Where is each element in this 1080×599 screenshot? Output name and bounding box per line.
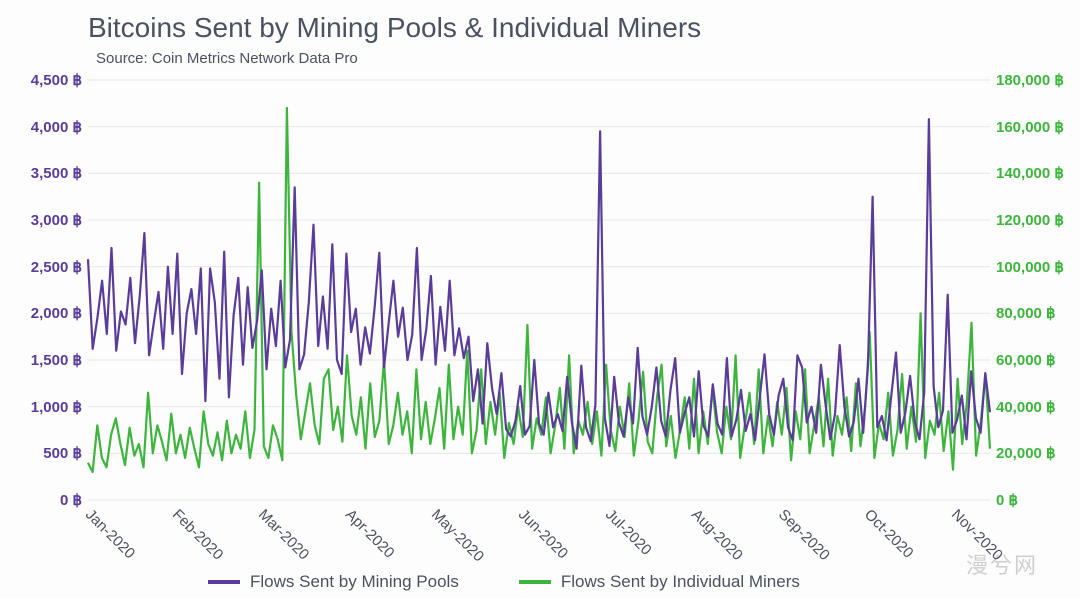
chart-plot-area bbox=[88, 80, 990, 500]
y-right-tick: 0 ฿ bbox=[996, 491, 1018, 509]
x-tick: Oct-2020 bbox=[861, 506, 917, 562]
y-right-tick: 60,000 ฿ bbox=[996, 351, 1056, 369]
chart-legend: Flows Sent by Mining Pools Flows Sent by… bbox=[208, 572, 800, 592]
x-tick: Jan-2020 bbox=[82, 506, 138, 562]
y-left-tick: 3,000 ฿ bbox=[31, 211, 82, 229]
x-tick: Jul-2020 bbox=[602, 506, 655, 559]
y-left-tick: 500 ฿ bbox=[43, 444, 82, 462]
y-right-tick: 160,000 ฿ bbox=[996, 118, 1064, 136]
y-left-tick: 1,500 ฿ bbox=[31, 351, 82, 369]
x-tick: Feb-2020 bbox=[169, 506, 226, 563]
y-right-tick: 20,000 ฿ bbox=[996, 444, 1056, 462]
x-tick: Jun-2020 bbox=[515, 506, 571, 562]
y-right-tick: 100,000 ฿ bbox=[996, 258, 1064, 276]
legend-label: Flows Sent by Individual Miners bbox=[561, 572, 800, 592]
y-left-tick: 2,000 ฿ bbox=[31, 304, 82, 322]
y-left-tick: 2,500 ฿ bbox=[31, 258, 82, 276]
y-left-tick: 4,000 ฿ bbox=[31, 118, 82, 136]
legend-label: Flows Sent by Mining Pools bbox=[250, 572, 459, 592]
legend-item-individual-miners: Flows Sent by Individual Miners bbox=[519, 572, 800, 592]
y-left-tick: 4,500 ฿ bbox=[31, 71, 82, 89]
y-left-tick: 3,500 ฿ bbox=[31, 164, 82, 182]
y-left-tick: 0 ฿ bbox=[60, 491, 82, 509]
y-right-tick: 40,000 ฿ bbox=[996, 398, 1056, 416]
x-tick: Nov-2020 bbox=[948, 506, 1006, 564]
y-right-tick: 180,000 ฿ bbox=[996, 71, 1064, 89]
legend-swatch bbox=[519, 580, 551, 584]
y-right-tick: 80,000 ฿ bbox=[996, 304, 1056, 322]
legend-swatch bbox=[208, 580, 240, 584]
chart-subtitle: Source: Coin Metrics Network Data Pro bbox=[96, 50, 358, 67]
x-tick: Aug-2020 bbox=[688, 506, 746, 564]
legend-item-mining-pools: Flows Sent by Mining Pools bbox=[208, 572, 459, 592]
x-tick: Sep-2020 bbox=[775, 506, 833, 564]
x-tick: Mar-2020 bbox=[255, 506, 312, 563]
x-tick: Apr-2020 bbox=[342, 506, 398, 562]
y-right-tick: 140,000 ฿ bbox=[996, 164, 1064, 182]
y-left-tick: 1,000 ฿ bbox=[31, 398, 82, 416]
y-right-tick: 120,000 ฿ bbox=[996, 211, 1064, 229]
chart-title: Bitcoins Sent by Mining Pools & Individu… bbox=[88, 12, 701, 44]
x-tick: May-2020 bbox=[428, 506, 487, 565]
